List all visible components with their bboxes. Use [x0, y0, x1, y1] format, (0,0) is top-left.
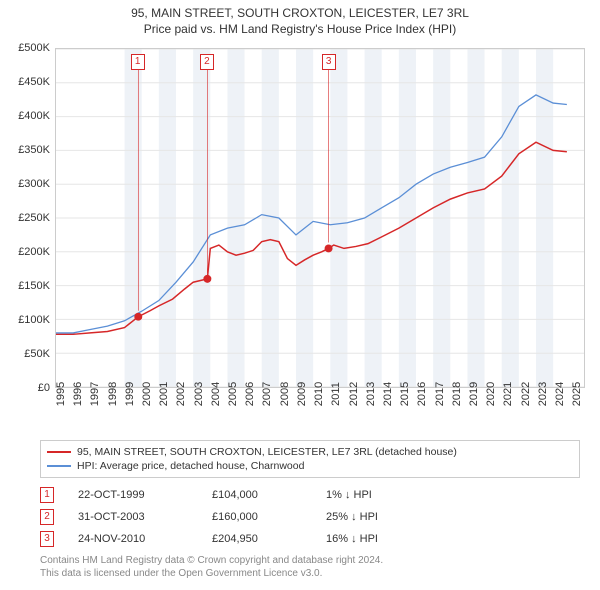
- event-number-box: 1: [40, 487, 54, 503]
- y-tick-label: £300K: [0, 178, 50, 190]
- event-row: 1 22-OCT-1999 £104,000 1% ↓ HPI: [40, 484, 580, 506]
- x-tick-label: 2024: [554, 382, 566, 406]
- x-tick-label: 2012: [348, 382, 360, 406]
- x-tick-label: 2016: [416, 382, 428, 406]
- event-row: 2 31-OCT-2003 £160,000 25% ↓ HPI: [40, 506, 580, 528]
- y-tick-label: £0: [0, 382, 50, 394]
- legend-swatch-hpi: [47, 465, 71, 467]
- x-tick-label: 2010: [313, 382, 325, 406]
- event-table: 1 22-OCT-1999 £104,000 1% ↓ HPI 2 31-OCT-2003…: [40, 484, 580, 550]
- x-tick-label: 2008: [279, 382, 291, 406]
- event-marker-label: 1: [131, 54, 145, 70]
- x-tick-label: 1998: [107, 382, 119, 406]
- legend-row: 95, MAIN STREET, SOUTH CROXTON, LEICESTE…: [47, 445, 573, 459]
- x-tick-label: 2015: [399, 382, 411, 406]
- x-tick-label: 2004: [210, 382, 222, 406]
- x-tick-label: 2019: [468, 382, 480, 406]
- event-date: 24-NOV-2010: [78, 533, 188, 545]
- chart-title-line1: 95, MAIN STREET, SOUTH CROXTON, LEICESTE…: [10, 6, 590, 20]
- event-date: 31-OCT-2003: [78, 511, 188, 523]
- footer-line2: This data is licensed under the Open Gov…: [40, 567, 580, 580]
- footer-attribution: Contains HM Land Registry data © Crown c…: [40, 554, 580, 580]
- x-tick-label: 2023: [537, 382, 549, 406]
- event-pct-vs-hpi: 25% ↓ HPI: [326, 511, 436, 523]
- event-marker-label: 2: [200, 54, 214, 70]
- y-tick-label: £250K: [0, 212, 50, 224]
- y-tick-label: £450K: [0, 76, 50, 88]
- event-pct-vs-hpi: 16% ↓ HPI: [326, 533, 436, 545]
- x-tick-label: 2018: [451, 382, 463, 406]
- y-tick-label: £400K: [0, 110, 50, 122]
- y-tick-label: £200K: [0, 246, 50, 258]
- x-tick-label: 2020: [485, 382, 497, 406]
- event-number-box: 3: [40, 531, 54, 547]
- y-tick-label: £100K: [0, 314, 50, 326]
- x-tick-label: 2003: [193, 382, 205, 406]
- event-price: £104,000: [212, 489, 302, 501]
- y-tick-label: £50K: [0, 348, 50, 360]
- x-tick-label: 2007: [261, 382, 273, 406]
- event-price: £160,000: [212, 511, 302, 523]
- event-number-box: 2: [40, 509, 54, 525]
- legend: 95, MAIN STREET, SOUTH CROXTON, LEICESTE…: [40, 440, 580, 478]
- x-tick-label: 2022: [520, 382, 532, 406]
- legend-swatch-property: [47, 451, 71, 453]
- y-tick-label: £350K: [0, 144, 50, 156]
- y-tick-label: £150K: [0, 280, 50, 292]
- x-tick-label: 2021: [502, 382, 514, 406]
- x-tick-label: 2002: [175, 382, 187, 406]
- x-tick-label: 2011: [330, 382, 342, 406]
- x-tick-label: 1996: [72, 382, 84, 406]
- x-tick-label: 2025: [571, 382, 583, 406]
- y-tick-label: £500K: [0, 42, 50, 54]
- x-tick-label: 2000: [141, 382, 153, 406]
- legend-text-property: 95, MAIN STREET, SOUTH CROXTON, LEICESTE…: [77, 446, 457, 458]
- x-tick-label: 2005: [227, 382, 239, 406]
- x-tick-label: 2009: [296, 382, 308, 406]
- event-marker-label: 3: [322, 54, 336, 70]
- chart-title-line2: Price paid vs. HM Land Registry's House …: [10, 22, 590, 36]
- event-pct-vs-hpi: 1% ↓ HPI: [326, 489, 436, 501]
- x-tick-label: 2006: [244, 382, 256, 406]
- x-tick-label: 1999: [124, 382, 136, 406]
- x-tick-label: 2014: [382, 382, 394, 406]
- x-tick-label: 1997: [89, 382, 101, 406]
- event-date: 22-OCT-1999: [78, 489, 188, 501]
- legend-row: HPI: Average price, detached house, Char…: [47, 459, 573, 473]
- footer-line1: Contains HM Land Registry data © Crown c…: [40, 554, 580, 567]
- x-tick-label: 1995: [55, 382, 67, 406]
- chart-plot-area: [55, 48, 585, 388]
- x-tick-label: 2017: [434, 382, 446, 406]
- chart-svg: [56, 49, 584, 387]
- x-tick-label: 2013: [365, 382, 377, 406]
- legend-text-hpi: HPI: Average price, detached house, Char…: [77, 460, 304, 472]
- title-block: 95, MAIN STREET, SOUTH CROXTON, LEICESTE…: [0, 0, 600, 38]
- event-row: 3 24-NOV-2010 £204,950 16% ↓ HPI: [40, 528, 580, 550]
- x-tick-label: 2001: [158, 382, 170, 406]
- event-price: £204,950: [212, 533, 302, 545]
